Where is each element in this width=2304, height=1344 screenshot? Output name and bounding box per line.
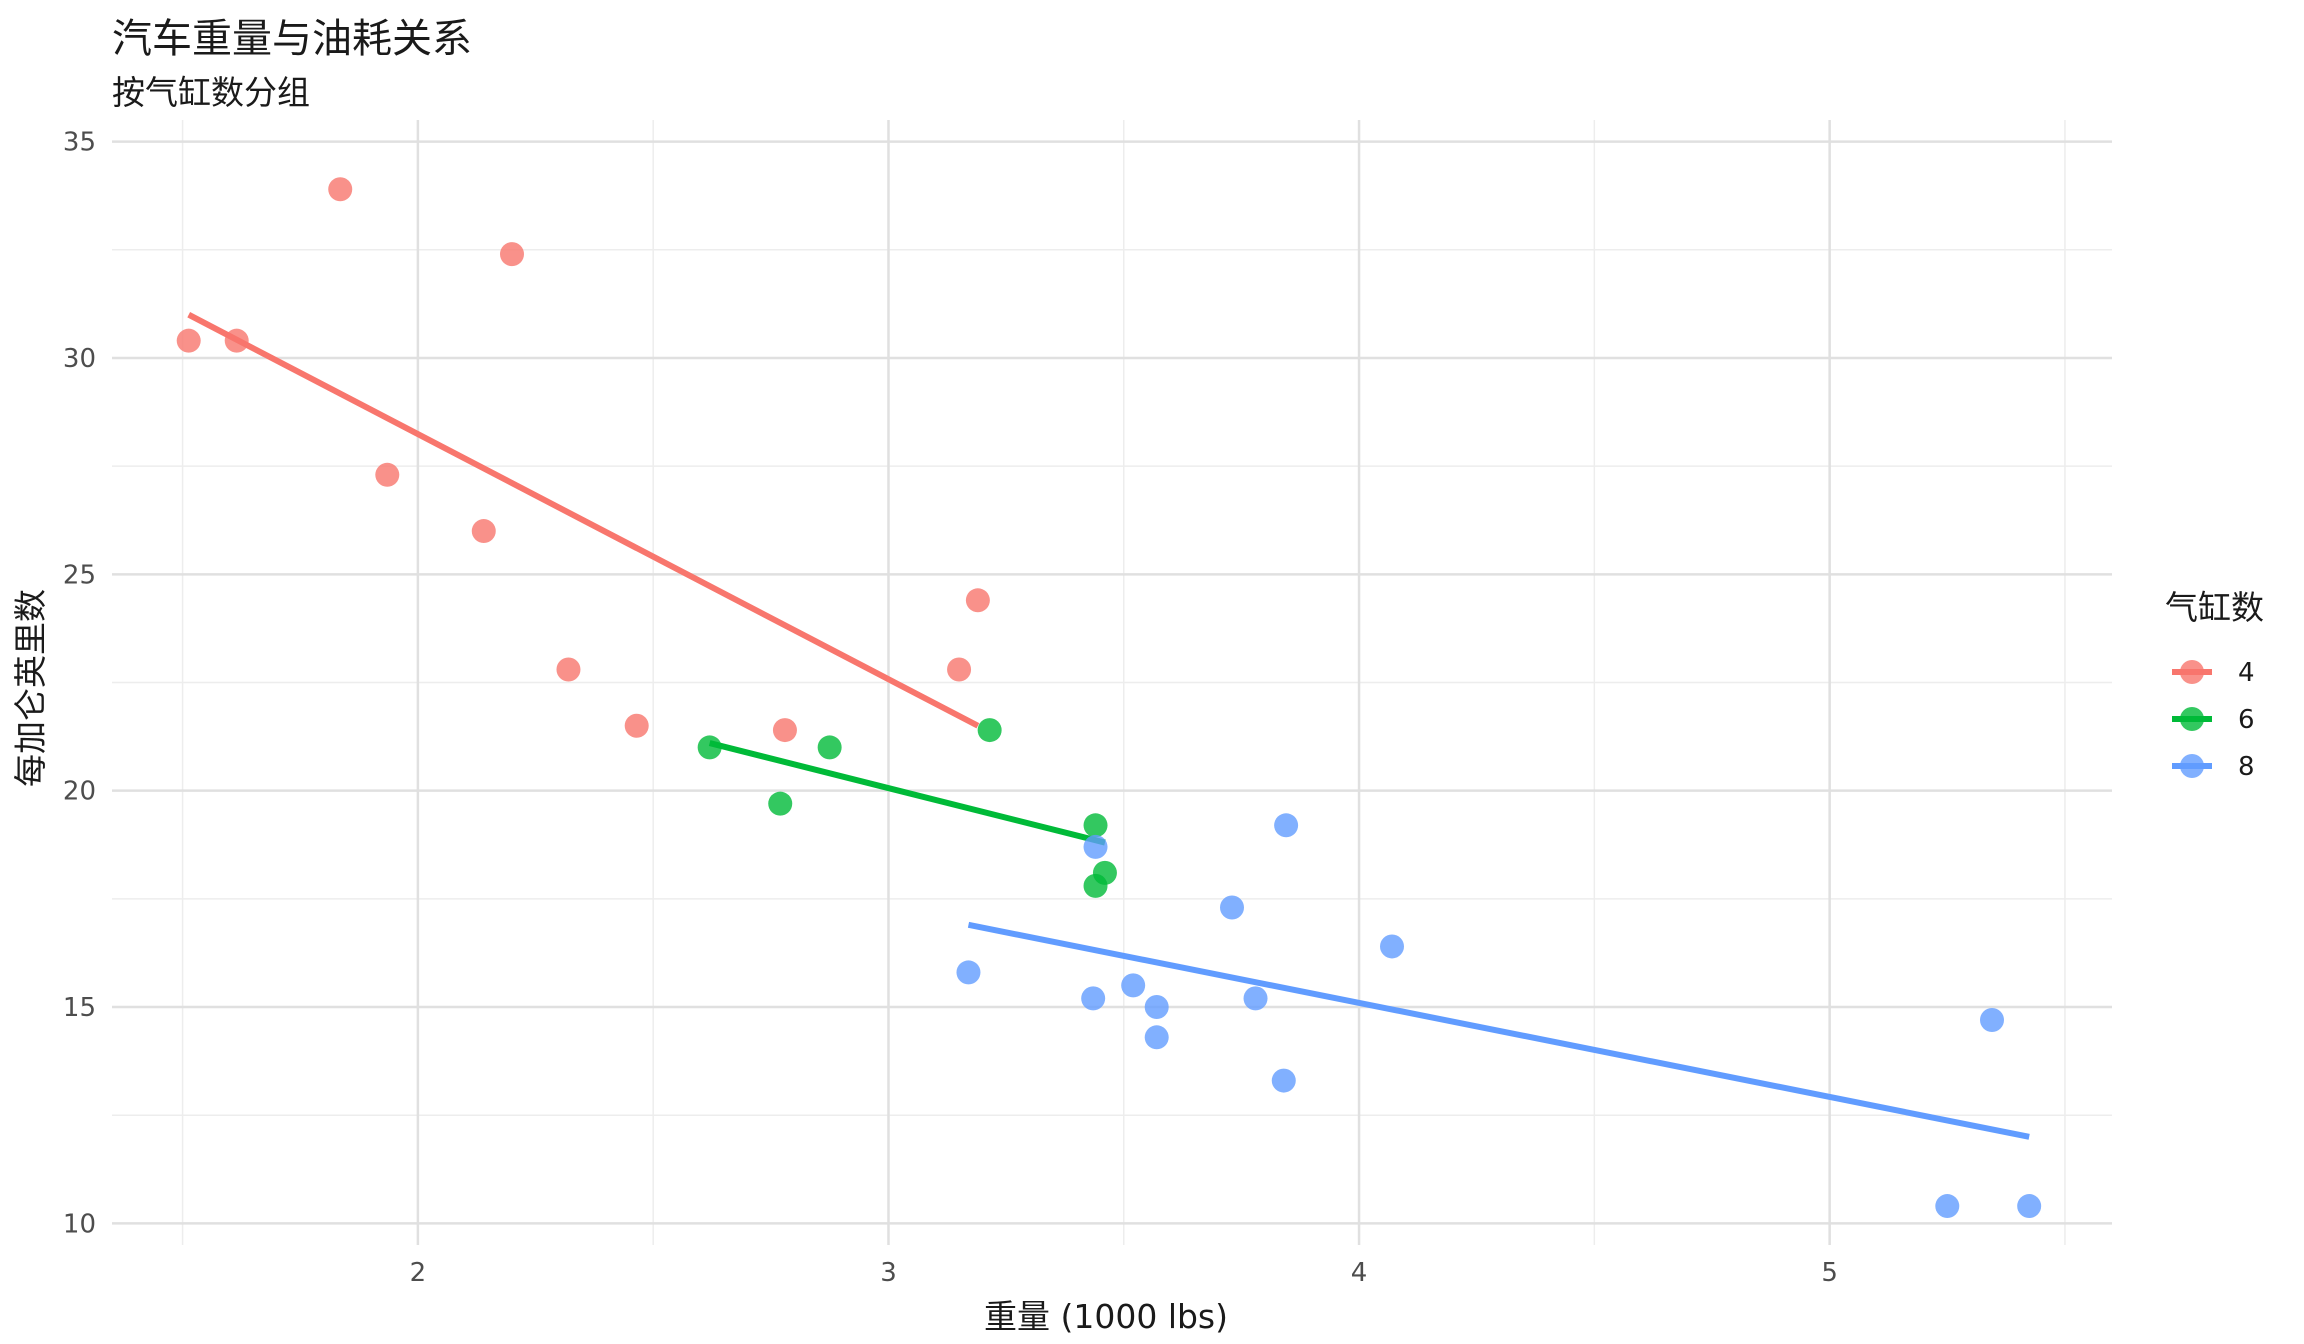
legend-title: 气缸数 — [2165, 588, 2264, 627]
chart-subtitle: 按气缸数分组 — [112, 73, 310, 112]
data-point-6 — [977, 718, 1002, 743]
data-point-4 — [772, 718, 797, 743]
chart-title: 汽车重量与油耗关系 — [112, 16, 472, 62]
grid-lines — [112, 120, 2112, 1245]
data-point-4 — [500, 242, 524, 267]
data-point-4 — [375, 462, 400, 487]
data-point-4 — [328, 177, 353, 202]
legend-key-point — [2180, 707, 2204, 731]
y-tick-label: 15 — [63, 993, 96, 1023]
data-point-6 — [768, 791, 793, 816]
data-point-8 — [1980, 1008, 2004, 1032]
x-tick-label: 4 — [1351, 1258, 1368, 1288]
y-tick-label: 25 — [63, 560, 96, 590]
data-point-4 — [947, 657, 972, 682]
data-point-8 — [1083, 834, 1108, 859]
data-point-4 — [624, 713, 649, 738]
fit-line-4 — [187, 312, 980, 729]
data-point-8 — [2017, 1194, 2042, 1219]
legend-key-point — [2180, 660, 2204, 684]
data-point-6 — [697, 735, 722, 760]
data-point-4 — [556, 657, 581, 682]
data-point-8 — [1271, 1068, 1296, 1093]
data-point-8 — [1243, 986, 1268, 1011]
data-point-4 — [176, 328, 201, 353]
data-point-8 — [1274, 813, 1299, 838]
legend: 气缸数 4 6 8 — [2165, 588, 2264, 782]
data-point-8 — [1144, 1025, 1169, 1050]
data-point-8 — [1380, 934, 1404, 959]
data-point-8 — [1121, 973, 1146, 998]
fit-line-6 — [708, 740, 1106, 846]
legend-item-4: 4 — [2172, 658, 2255, 688]
y-tick-label: 35 — [63, 128, 96, 158]
data-point-8 — [1220, 895, 1244, 920]
legend-item-8: 8 — [2172, 752, 2255, 782]
data-point-8 — [1935, 1194, 1960, 1219]
data-point-4 — [965, 588, 990, 613]
y-tick-label: 20 — [63, 777, 96, 807]
legend-label: 6 — [2238, 705, 2255, 735]
legend-label: 4 — [2238, 658, 2255, 688]
data-point-4 — [471, 519, 496, 544]
data-point-6 — [1083, 813, 1108, 838]
data-point-6 — [817, 735, 842, 760]
y-axis-title: 每加仑英里数 — [11, 589, 50, 787]
data-point-8 — [956, 960, 981, 985]
x-tick-label: 2 — [410, 1258, 427, 1288]
data-points — [176, 177, 2042, 1219]
data-point-8 — [1081, 986, 1106, 1011]
axis-ticks: 2 3 4 5 10 15 20 25 30 35 — [63, 128, 1838, 1288]
x-tick-label: 3 — [880, 1258, 897, 1288]
data-point-8 — [1144, 995, 1169, 1020]
legend-key-point — [2180, 754, 2204, 778]
data-point-6 — [1083, 873, 1108, 898]
x-axis-title: 重量 (1000 lbs) — [984, 1297, 1228, 1336]
fit-line-8 — [967, 921, 2030, 1140]
x-tick-label: 5 — [1821, 1258, 1838, 1288]
legend-label: 8 — [2238, 752, 2255, 782]
data-point-4 — [224, 328, 249, 353]
y-tick-label: 10 — [63, 1209, 96, 1239]
legend-item-6: 6 — [2172, 705, 2255, 735]
fit-lines — [187, 312, 2030, 1140]
y-tick-label: 30 — [63, 344, 96, 374]
